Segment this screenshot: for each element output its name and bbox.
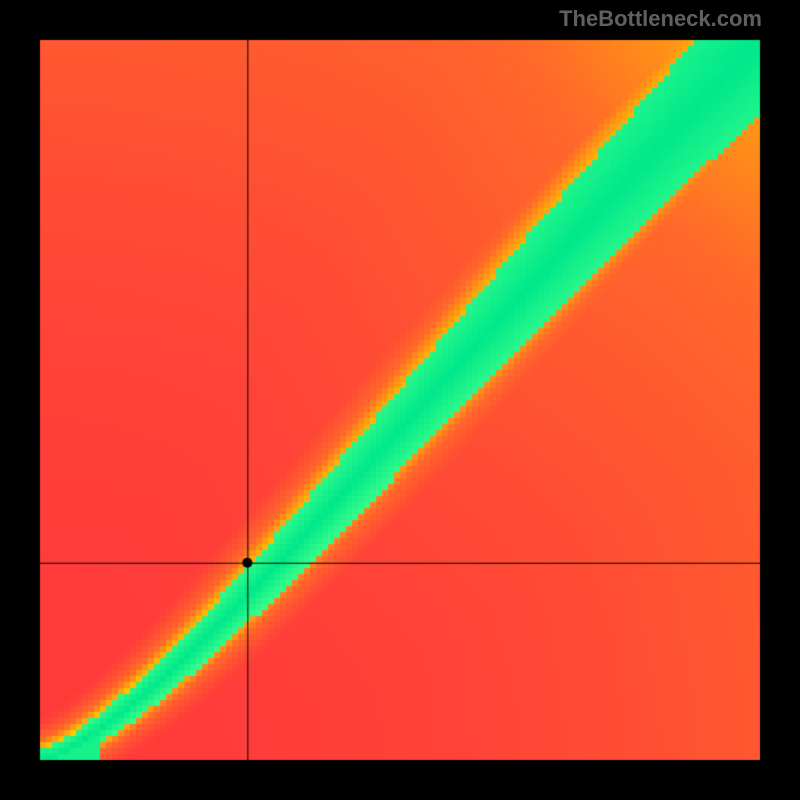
- bottleneck-heatmap: [0, 0, 800, 800]
- chart-container: { "canvas": { "width": 800, "height": 80…: [0, 0, 800, 800]
- watermark-text: TheBottleneck.com: [559, 6, 762, 32]
